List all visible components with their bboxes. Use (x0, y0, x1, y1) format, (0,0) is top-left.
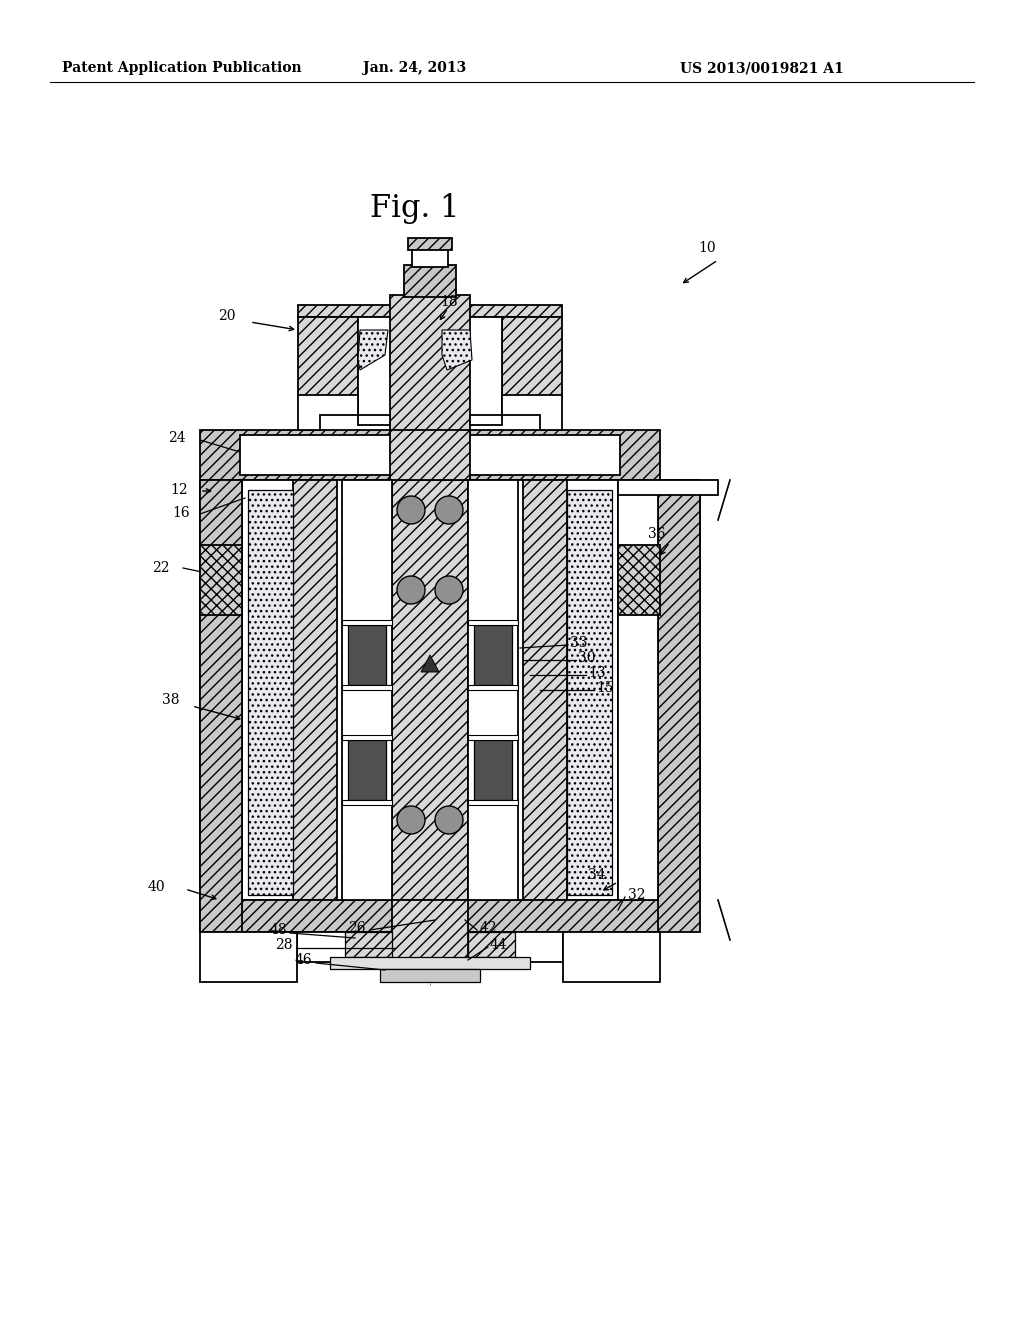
Bar (658, 480, 700, 932)
Text: 34: 34 (588, 869, 605, 882)
Bar (618, 480, 660, 900)
Text: US 2013/0019821 A1: US 2013/0019821 A1 (680, 61, 844, 75)
Bar (618, 480, 698, 900)
Text: 22: 22 (152, 561, 170, 576)
Text: 32: 32 (628, 888, 645, 902)
Polygon shape (358, 330, 388, 370)
Polygon shape (502, 395, 562, 430)
Circle shape (397, 807, 425, 834)
Bar (342, 620, 392, 624)
Text: 42: 42 (480, 921, 498, 935)
Bar (563, 932, 660, 982)
Bar (348, 624, 386, 685)
Text: Jan. 24, 2013: Jan. 24, 2013 (364, 61, 467, 75)
Bar (470, 414, 502, 425)
Text: 36: 36 (648, 527, 666, 541)
Text: 16: 16 (172, 506, 189, 520)
Bar (248, 490, 293, 895)
Circle shape (435, 807, 463, 834)
Circle shape (435, 576, 463, 605)
Bar (200, 480, 242, 900)
Bar (468, 480, 523, 900)
Bar (467, 480, 567, 900)
Bar (502, 317, 562, 397)
Bar (442, 317, 502, 417)
Text: 28: 28 (275, 939, 293, 952)
Bar (358, 317, 418, 417)
Text: 40: 40 (148, 880, 166, 894)
Bar (240, 436, 395, 475)
Circle shape (397, 576, 425, 605)
Bar (468, 932, 515, 957)
Text: Fig. 1: Fig. 1 (371, 193, 460, 224)
Bar (342, 685, 392, 690)
Bar (474, 624, 512, 685)
Text: 30: 30 (578, 651, 596, 665)
Text: 24: 24 (168, 432, 185, 445)
Bar (342, 735, 392, 741)
Circle shape (435, 496, 463, 524)
Bar (358, 414, 390, 425)
Bar (200, 900, 660, 932)
Bar (468, 620, 518, 624)
Polygon shape (442, 330, 472, 370)
Text: 33: 33 (570, 636, 588, 649)
Bar (392, 900, 468, 965)
Bar (468, 685, 518, 690)
Text: 38: 38 (162, 693, 179, 708)
Text: Patent Application Publication: Patent Application Publication (62, 61, 302, 75)
Bar (200, 932, 297, 982)
Polygon shape (421, 655, 439, 672)
Bar (404, 265, 456, 297)
Bar (200, 430, 660, 480)
Bar (658, 480, 700, 900)
Bar (345, 932, 392, 957)
Text: 20: 20 (218, 309, 236, 323)
Bar (474, 741, 512, 800)
Bar (465, 436, 620, 475)
Circle shape (397, 496, 425, 524)
Bar (342, 480, 392, 900)
Text: 44: 44 (490, 939, 508, 952)
Bar (342, 800, 392, 805)
Bar (337, 480, 392, 900)
Text: 48: 48 (270, 923, 288, 937)
Bar (563, 480, 618, 900)
Bar (618, 480, 718, 495)
Text: 13: 13 (588, 667, 605, 680)
Text: 15: 15 (596, 681, 613, 696)
Bar (618, 480, 658, 900)
Text: 46: 46 (295, 953, 312, 968)
Text: 10: 10 (698, 242, 716, 255)
Bar (468, 800, 518, 805)
Bar (200, 480, 242, 932)
Bar (392, 965, 468, 982)
Bar (298, 317, 358, 397)
Bar (567, 490, 612, 895)
Bar (408, 238, 452, 249)
Bar (380, 969, 480, 982)
Bar (293, 480, 393, 900)
Text: 26: 26 (348, 921, 366, 935)
Bar (242, 480, 297, 900)
Bar (390, 294, 470, 495)
Bar (392, 480, 468, 900)
Bar (468, 735, 518, 741)
Bar (412, 248, 449, 267)
Bar (298, 305, 562, 317)
Bar (200, 545, 242, 615)
Polygon shape (298, 395, 358, 430)
Bar (348, 741, 386, 800)
Text: 12: 12 (170, 483, 187, 498)
Text: 18: 18 (440, 294, 458, 309)
Bar (297, 932, 563, 962)
Bar (330, 957, 530, 969)
Bar (390, 430, 470, 480)
Bar (468, 480, 518, 900)
Bar (618, 545, 660, 615)
